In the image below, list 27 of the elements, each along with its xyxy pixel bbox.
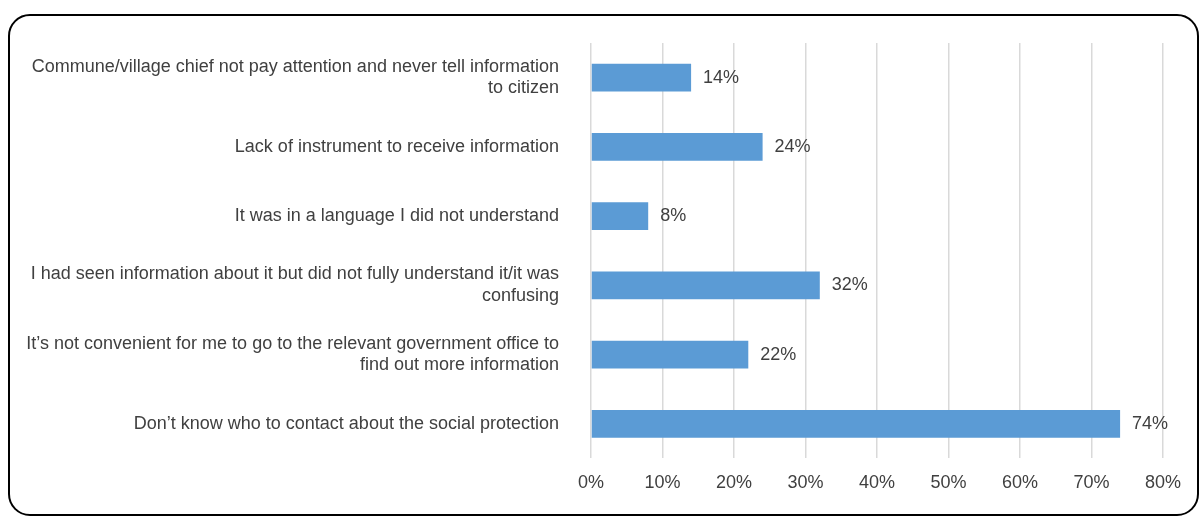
x-tick-label: 0% <box>577 472 605 493</box>
x-tick-label: 20% <box>715 472 753 493</box>
y-tick-label: Commune/village chief not pay attention and never tell information to citizen <box>31 55 559 98</box>
y-tick-label: It’s not convenient for me to go to the relevant government office to find out more information <box>26 332 559 375</box>
data-label: 32% <box>831 274 868 295</box>
data-label: 22% <box>760 343 797 364</box>
bar <box>591 202 649 230</box>
bar <box>591 340 749 369</box>
data-label: 74% <box>1132 412 1169 433</box>
x-tick-label: 50% <box>930 472 967 493</box>
y-tick-label: It was in a language I did not understand <box>234 205 559 226</box>
y-tick-label: Don’t know who to contact about the social protection <box>133 412 559 433</box>
x-tick-label: 80% <box>1144 472 1182 493</box>
bar <box>591 409 1121 438</box>
bar <box>591 271 820 300</box>
bar <box>591 133 763 161</box>
data-label: 14% <box>703 66 740 87</box>
data-label: 8% <box>660 205 687 226</box>
x-tick-label: 60% <box>1001 472 1039 493</box>
bar <box>591 63 692 92</box>
data-label: 24% <box>774 135 811 156</box>
x-tick-label: 30% <box>787 472 824 493</box>
x-tick-label: 40% <box>858 472 896 493</box>
x-tick-label: 70% <box>1073 472 1110 493</box>
x-tick-label: 10% <box>644 472 681 493</box>
y-tick-label: Lack of instrument to receive information <box>234 135 559 156</box>
y-tick-label: I had seen information about it but did not fully understand it/it was confusing <box>30 263 559 306</box>
